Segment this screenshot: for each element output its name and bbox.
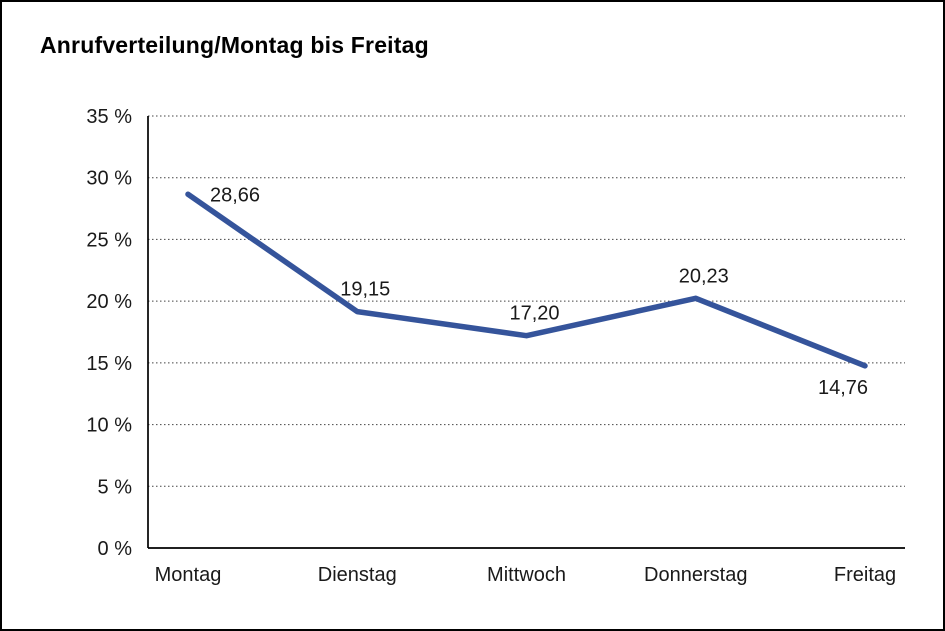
- y-axis-tick-label: 10 %: [86, 415, 132, 437]
- data-point-label: 14,76: [818, 377, 868, 399]
- y-axis-tick-label: 25 %: [86, 229, 132, 251]
- x-axis-category-label: Montag: [155, 564, 222, 586]
- x-axis-category-label: Donnerstag: [644, 564, 747, 586]
- y-axis-tick-label: 15 %: [86, 353, 132, 375]
- y-axis-tick-label: 20 %: [86, 291, 132, 313]
- x-axis-category-label: Freitag: [834, 564, 896, 586]
- data-point-label: 20,23: [679, 265, 729, 287]
- chart-title: Anrufverteilung/Montag bis Freitag: [40, 32, 429, 58]
- data-point-label: 28,66: [210, 184, 260, 206]
- y-axis-tick-label: 35 %: [86, 106, 132, 128]
- x-axis-category-label: Dienstag: [318, 564, 397, 586]
- y-axis-tick-label: 30 %: [86, 168, 132, 190]
- data-point-label: 17,20: [509, 303, 559, 325]
- y-axis-tick-label: 0 %: [98, 538, 133, 560]
- x-axis-category-label: Mittwoch: [487, 564, 566, 586]
- y-axis-tick-label: 5 %: [98, 476, 133, 498]
- data-point-label: 19,15: [340, 279, 390, 301]
- data-line: [185, 191, 868, 369]
